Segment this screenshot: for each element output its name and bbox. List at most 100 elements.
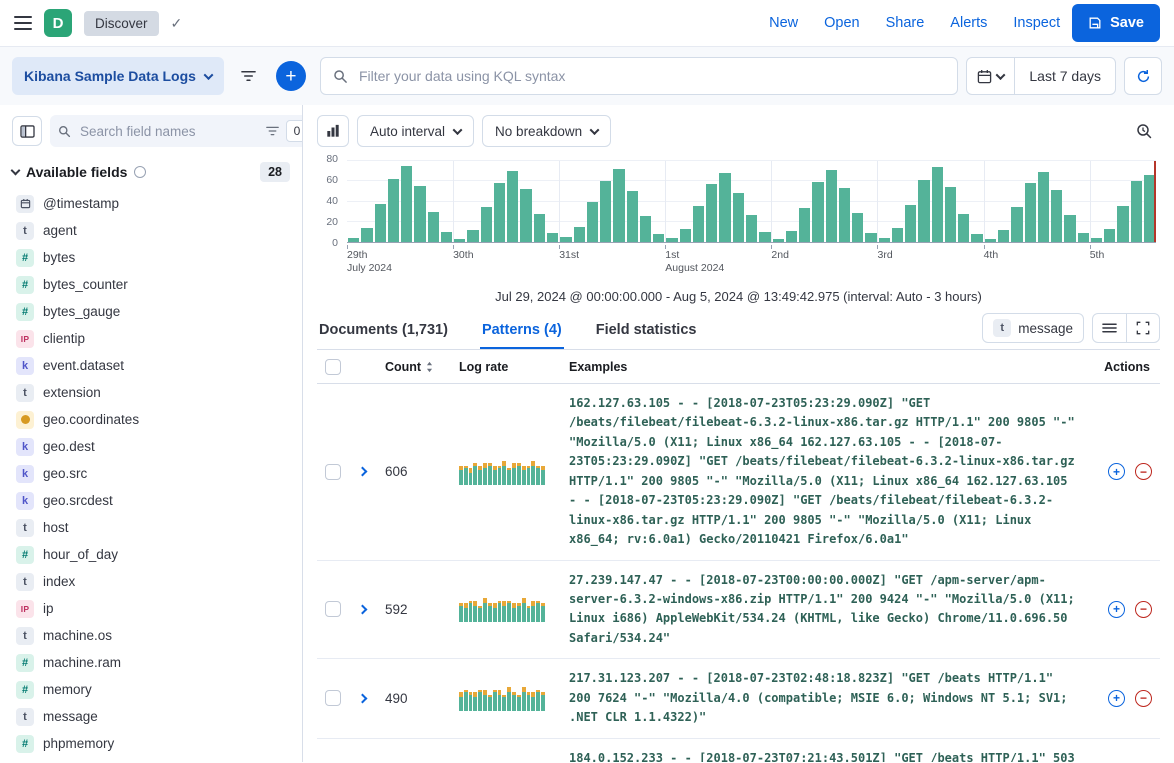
field-item-index[interactable]: t index bbox=[12, 568, 290, 595]
filter-button[interactable] bbox=[232, 59, 266, 93]
app-breadcrumb[interactable]: Discover bbox=[84, 10, 159, 36]
field-item-memory[interactable]: # memory bbox=[12, 676, 290, 703]
histogram-bar[interactable] bbox=[1130, 181, 1142, 242]
interval-select[interactable]: Auto interval bbox=[357, 115, 475, 147]
field-item-bytes_counter[interactable]: # bytes_counter bbox=[12, 271, 290, 298]
pattern-field-selector[interactable]: t message bbox=[982, 313, 1084, 343]
kql-search-bar[interactable] bbox=[319, 57, 959, 95]
histogram-bar[interactable] bbox=[825, 170, 837, 242]
add-filter-button[interactable]: + bbox=[275, 61, 306, 91]
field-filter-icon[interactable] bbox=[266, 126, 279, 136]
histogram-bar[interactable] bbox=[401, 166, 413, 242]
field-item-event.dataset[interactable]: k event.dataset bbox=[12, 352, 290, 379]
field-item-phpmemory[interactable]: # phpmemory bbox=[12, 730, 290, 757]
field-item-geo.dest[interactable]: k geo.dest bbox=[12, 433, 290, 460]
field-search-bar[interactable]: 0 bbox=[50, 115, 302, 147]
histogram-bar[interactable] bbox=[785, 230, 798, 242]
calendar-dropdown[interactable] bbox=[967, 58, 1016, 94]
available-fields-header[interactable]: Available fields 28 bbox=[10, 162, 290, 182]
histogram-bar[interactable] bbox=[852, 212, 864, 242]
kql-input[interactable] bbox=[356, 67, 946, 85]
field-item-@timestamp[interactable]: @timestamp bbox=[12, 190, 290, 217]
histogram-bar[interactable] bbox=[414, 186, 426, 242]
histogram-bar[interactable] bbox=[454, 238, 466, 242]
histogram-bar[interactable] bbox=[666, 237, 678, 242]
collapse-fields-panel-icon[interactable] bbox=[12, 116, 42, 146]
histogram-bar[interactable] bbox=[1117, 205, 1129, 242]
tab-patterns[interactable]: Patterns (4) bbox=[479, 312, 564, 349]
expand-row-icon[interactable] bbox=[357, 604, 368, 615]
histogram-bar[interactable] bbox=[745, 214, 758, 242]
time-range-button[interactable]: Last 7 days bbox=[1029, 68, 1101, 84]
data-view-picker[interactable]: Kibana Sample Data Logs bbox=[12, 57, 224, 95]
row-checkbox[interactable] bbox=[325, 601, 341, 618]
filter-out-icon[interactable]: − bbox=[1135, 600, 1152, 618]
breakdown-select[interactable]: No breakdown bbox=[482, 115, 612, 147]
refresh-button[interactable] bbox=[1124, 57, 1162, 95]
field-item-referer[interactable]: treferer bbox=[12, 757, 290, 762]
field-item-geo.src[interactable]: k geo.src bbox=[12, 460, 290, 487]
histogram-bar[interactable] bbox=[493, 183, 506, 242]
field-item-geo.srcdest[interactable]: k geo.srcdest bbox=[12, 487, 290, 514]
histogram-bar[interactable] bbox=[1090, 237, 1103, 242]
field-item-hour_of_day[interactable]: # hour_of_day bbox=[12, 541, 290, 568]
select-all-checkbox[interactable] bbox=[325, 358, 341, 375]
histogram-bar[interactable] bbox=[772, 238, 784, 242]
histogram-bar[interactable] bbox=[626, 191, 638, 242]
nav-link-new[interactable]: New bbox=[769, 15, 799, 31]
nav-link-inspect[interactable]: Inspect bbox=[1013, 15, 1061, 31]
display-options-icon[interactable] bbox=[1093, 314, 1126, 342]
histogram-bar[interactable] bbox=[1051, 190, 1063, 242]
histogram-bar[interactable] bbox=[905, 204, 917, 242]
field-item-machine.ram[interactable]: # machine.ram bbox=[12, 649, 290, 676]
histogram-bar[interactable] bbox=[1143, 175, 1156, 242]
project-logo[interactable]: D bbox=[44, 9, 72, 37]
histogram-bar[interactable] bbox=[998, 229, 1010, 242]
histogram-bar[interactable] bbox=[387, 179, 400, 242]
histogram-bar[interactable] bbox=[560, 236, 572, 242]
nav-link-open[interactable]: Open bbox=[824, 15, 860, 31]
histogram-bar[interactable] bbox=[348, 237, 360, 242]
histogram-bar[interactable] bbox=[759, 231, 771, 242]
chart-options-icon[interactable] bbox=[1128, 115, 1160, 147]
histogram-bar[interactable] bbox=[732, 193, 744, 242]
histogram-bar[interactable] bbox=[520, 189, 532, 242]
histogram-bar[interactable] bbox=[1077, 232, 1089, 242]
histogram-bar[interactable] bbox=[692, 205, 705, 242]
histogram-bar[interactable] bbox=[361, 227, 373, 242]
histogram-bar[interactable] bbox=[507, 171, 519, 242]
field-item-machine.os[interactable]: t machine.os bbox=[12, 622, 290, 649]
histogram-bar[interactable] bbox=[440, 231, 453, 242]
histogram-bar[interactable] bbox=[944, 187, 957, 242]
histogram-bar[interactable] bbox=[812, 182, 824, 242]
menu-icon[interactable] bbox=[14, 16, 32, 30]
field-item-geo.coordinates[interactable]: geo.coordinates bbox=[12, 406, 290, 433]
histogram-bar[interactable] bbox=[838, 188, 851, 242]
histogram-bar[interactable] bbox=[1064, 214, 1076, 242]
histogram-bar[interactable] bbox=[639, 215, 652, 242]
histogram-bar[interactable] bbox=[719, 173, 731, 242]
field-item-bytes[interactable]: # bytes bbox=[12, 244, 290, 271]
histogram-bar[interactable] bbox=[865, 232, 877, 242]
nav-link-share[interactable]: Share bbox=[885, 15, 925, 31]
histogram-bar[interactable] bbox=[600, 181, 612, 242]
field-item-message[interactable]: t message bbox=[12, 703, 290, 730]
histogram-bar[interactable] bbox=[971, 233, 983, 242]
histogram-bar[interactable] bbox=[573, 226, 585, 242]
histogram-bar[interactable] bbox=[613, 169, 625, 242]
histogram-bar[interactable] bbox=[1037, 172, 1050, 242]
histogram-bar[interactable] bbox=[1104, 228, 1116, 242]
tab-field-statistics[interactable]: Field statistics bbox=[595, 322, 697, 338]
filter-out-icon[interactable]: − bbox=[1135, 689, 1152, 707]
row-checkbox[interactable] bbox=[325, 463, 341, 480]
histogram-bar[interactable] bbox=[427, 211, 439, 242]
filter-for-icon[interactable]: + bbox=[1108, 689, 1125, 707]
fullscreen-icon[interactable] bbox=[1126, 314, 1159, 342]
field-item-ip[interactable]: IP ip bbox=[12, 595, 290, 622]
field-item-extension[interactable]: t extension bbox=[12, 379, 290, 406]
expand-row-icon[interactable] bbox=[357, 466, 368, 477]
histogram-bar[interactable] bbox=[984, 238, 997, 242]
filter-for-icon[interactable]: + bbox=[1108, 600, 1125, 618]
field-item-host[interactable]: t host bbox=[12, 514, 290, 541]
histogram-bar[interactable] bbox=[706, 184, 718, 242]
